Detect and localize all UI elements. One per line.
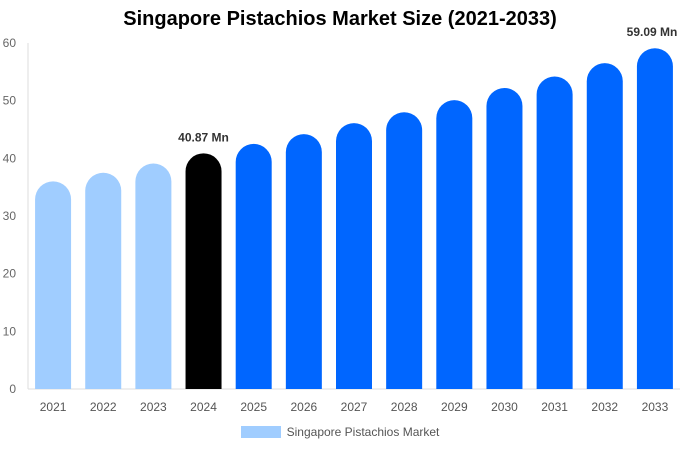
bar-2022 [85, 172, 122, 389]
x-tick-label: 2027 [341, 400, 368, 414]
x-tick-label: 2031 [541, 400, 568, 414]
x-tick-label: 2033 [642, 400, 669, 414]
bar-2026 [285, 134, 322, 389]
bar-2024 [185, 153, 222, 389]
y-tick-label: 40 [3, 151, 17, 165]
x-tick-label: 2030 [491, 400, 518, 414]
bar-2028 [386, 112, 423, 389]
x-tick-label: 2023 [140, 400, 167, 414]
bar-2031 [536, 76, 573, 390]
y-tick-label: 20 [3, 267, 17, 281]
x-tick-label: 2025 [240, 400, 267, 414]
x-tick-label: 2021 [40, 400, 67, 414]
bar-2021 [35, 181, 72, 389]
y-tick-label: 50 [3, 94, 17, 108]
legend-swatch [240, 426, 281, 438]
x-tick-label: 2029 [441, 400, 468, 414]
x-tick-label: 2026 [290, 400, 317, 414]
y-tick-label: 0 [9, 382, 16, 396]
bar-2029 [436, 100, 473, 389]
legend-label: Singapore Pistachios Market [286, 425, 440, 439]
x-tick-label: 2024 [190, 400, 217, 414]
bar-2023 [135, 163, 172, 389]
x-tick-label: 2022 [90, 400, 117, 414]
y-tick-label: 10 [3, 324, 17, 338]
bar-2027 [336, 123, 372, 389]
y-tick-label: 60 [3, 36, 17, 50]
x-tick-label: 2028 [391, 400, 418, 414]
y-tick-label: 30 [3, 209, 17, 223]
bar-2033 [636, 48, 673, 389]
legend: Singapore Pistachios Market [0, 425, 680, 439]
x-tick-label: 2032 [591, 400, 618, 414]
chart-title: Singapore Pistachios Market Size (2021-2… [123, 8, 557, 30]
data-label: 59.09 Mn [627, 25, 678, 39]
bar-2032 [586, 63, 623, 389]
bar-2030 [486, 87, 523, 389]
data-label: 40.87 Mn [178, 130, 229, 144]
bar-2025 [235, 143, 272, 389]
